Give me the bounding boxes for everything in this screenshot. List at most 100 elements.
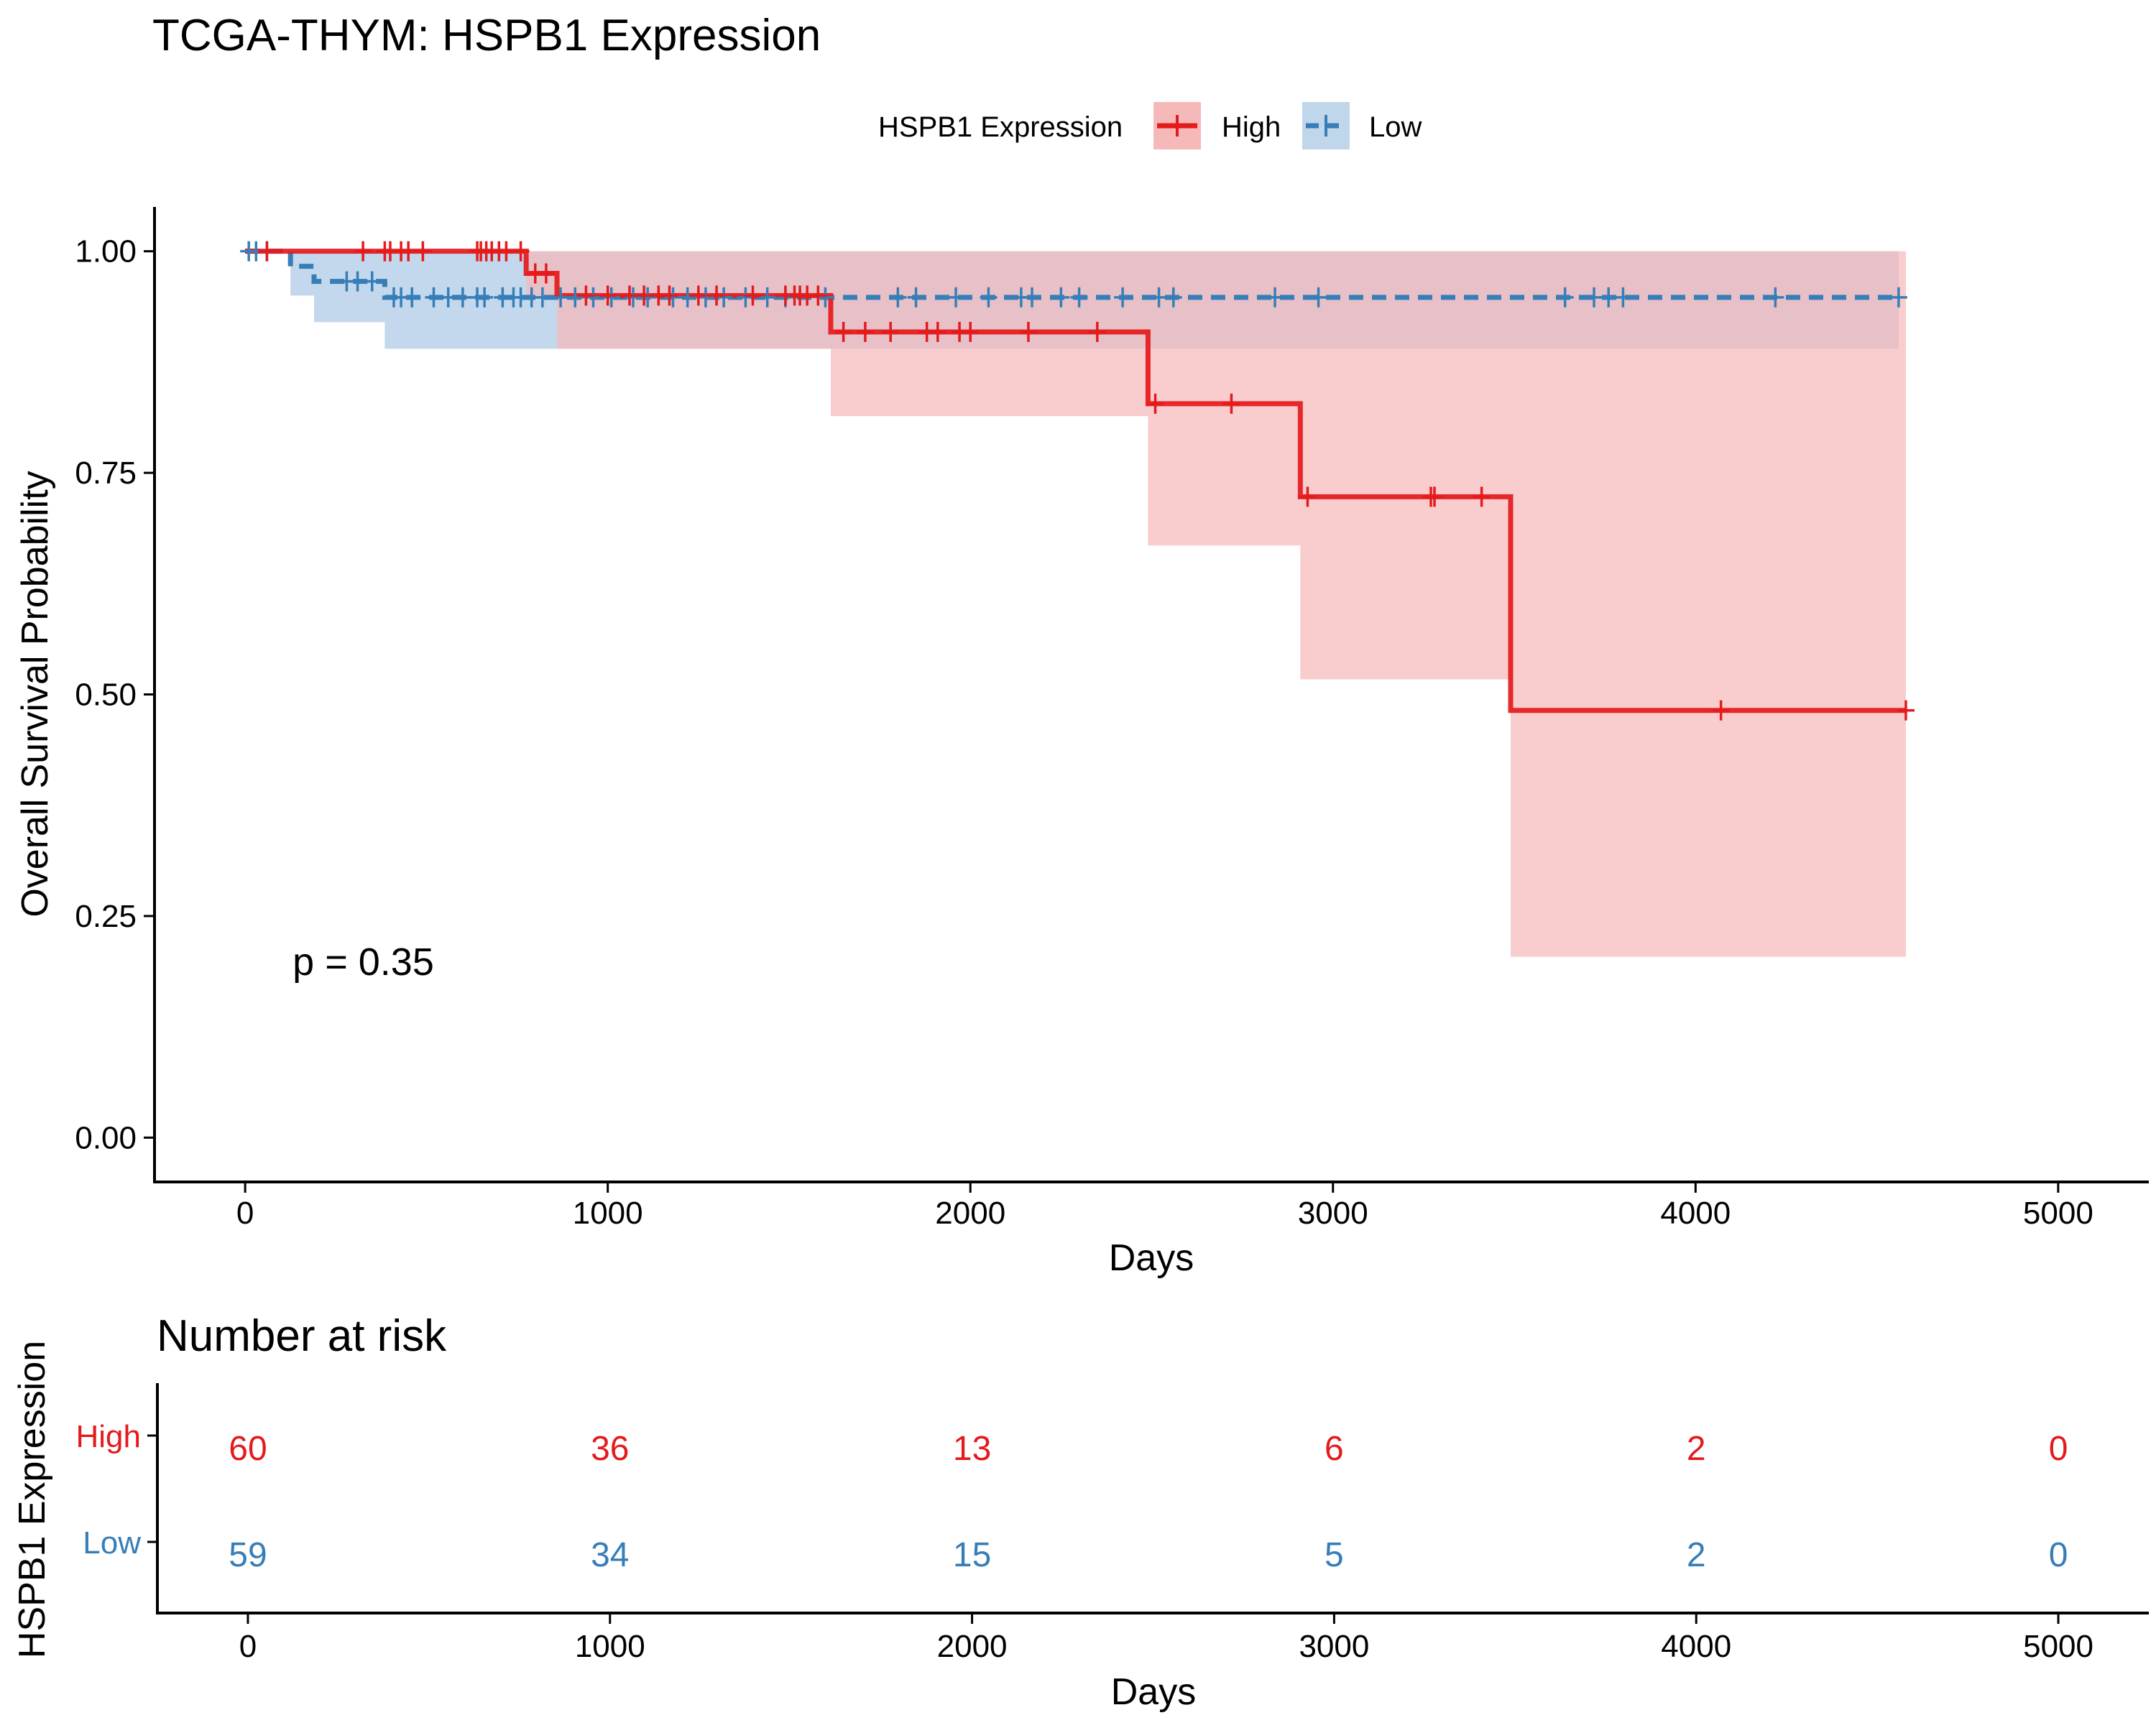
y-tick-label: 0.25	[75, 899, 137, 934]
censor-mark-low	[1766, 287, 1784, 308]
y-tick-label: 0.00	[75, 1120, 137, 1155]
legend-label-low: Low	[1369, 111, 1422, 143]
censor-mark-high	[1299, 486, 1317, 507]
censor-mark-high	[708, 285, 726, 306]
censor-mark-low	[533, 287, 551, 308]
risk-x-tick-label: 0	[239, 1629, 257, 1664]
censor-mark-high	[1473, 486, 1491, 507]
confidence-bands	[290, 251, 1906, 957]
censor-mark-low	[403, 287, 421, 308]
censor-mark-high	[400, 241, 418, 262]
y-axis-ticks: 0.00 0.25 0.50 0.75 1.00	[75, 234, 155, 1155]
y-tick-label: 0.75	[75, 456, 137, 491]
censor-mark-low	[696, 287, 714, 308]
x-axis-title: Days	[1109, 1237, 1194, 1279]
censor-mark-high	[414, 241, 432, 262]
censor-mark-low	[1114, 287, 1132, 308]
x-tick-label: 0	[236, 1196, 254, 1231]
risk-count-high: 36	[591, 1430, 629, 1468]
risk-count-low: 15	[953, 1536, 991, 1574]
censor-mark-low	[349, 271, 367, 292]
censor-mark-low	[1614, 287, 1632, 308]
censor-mark-low	[625, 287, 642, 308]
y-tick-label: 0.50	[75, 678, 137, 713]
censor-mark-low	[1600, 287, 1618, 308]
survival-plot: 0.00 0.25 0.50 0.75 1.00 0 1000 2000 3000 4000 50…	[14, 207, 2149, 1279]
censor-mark-low	[1023, 287, 1041, 308]
x-tick-label: 5000	[2023, 1196, 2093, 1231]
legend-item-high: High	[1153, 102, 1281, 149]
ci-band-low	[314, 251, 385, 323]
censor-marks	[240, 241, 1915, 721]
censor-mark-high	[1426, 486, 1444, 507]
censor-mark-high	[577, 285, 595, 306]
risk-x-tick-label: 3000	[1299, 1629, 1369, 1664]
risk-x-axis-ticks: 0 1000 2000 3000 4000 5000	[239, 1613, 2093, 1664]
y-tick-label: 1.00	[75, 234, 137, 269]
x-tick-label: 1000	[573, 1196, 643, 1231]
risk-count-high: 2	[1687, 1430, 1706, 1468]
censor-mark-low	[602, 287, 620, 308]
censor-mark-high	[962, 321, 980, 342]
censor-mark-low	[907, 287, 925, 308]
censor-mark-low	[1889, 287, 1907, 308]
censor-mark-low	[639, 287, 657, 308]
x-tick-label: 2000	[935, 1196, 1005, 1231]
censor-mark-low	[758, 287, 776, 308]
risk-x-tick-label: 1000	[575, 1629, 645, 1664]
risk-count-high: 0	[2049, 1430, 2068, 1468]
ci-band-high	[1511, 251, 1906, 957]
censor-mark-low	[363, 271, 381, 292]
risk-count-low: 0	[2049, 1536, 2068, 1574]
x-axis-ticks: 0 1000 2000 3000 4000 5000	[236, 1182, 2093, 1231]
censor-mark-high	[882, 321, 900, 342]
censor-mark-high	[1712, 700, 1730, 721]
risk-x-axis-title: Days	[1111, 1671, 1196, 1713]
censor-mark-low	[1556, 287, 1574, 308]
risk-x-tick-label: 5000	[2023, 1629, 2093, 1664]
censor-mark-high	[1222, 393, 1240, 414]
censor-mark-high	[258, 241, 276, 262]
censor-mark-low	[476, 287, 494, 308]
censor-mark-low	[425, 287, 443, 308]
censor-mark-high	[354, 241, 372, 262]
censor-mark-high	[1088, 321, 1106, 342]
censor-mark-high	[620, 285, 638, 306]
risk-count-low: 2	[1687, 1536, 1706, 1574]
risk-count-high: 13	[953, 1430, 991, 1468]
censor-mark-high	[689, 285, 707, 306]
risk-table-rows: High 60 36 13 6 2 0 Low 59 34 15 5 2 0	[76, 1419, 2068, 1574]
censor-mark-high	[1897, 700, 1915, 721]
censor-mark-high	[537, 263, 555, 284]
censor-mark-low	[678, 287, 696, 308]
censor-mark-low	[1052, 287, 1070, 308]
censor-mark-high	[660, 285, 678, 306]
censor-mark-low	[664, 287, 682, 308]
x-tick-label: 4000	[1660, 1196, 1731, 1231]
censor-mark-low	[1070, 287, 1088, 308]
censor-mark-low	[737, 287, 755, 308]
censor-mark-low	[1164, 287, 1182, 308]
censor-mark-low	[1266, 287, 1284, 308]
legend-title: HSPB1 Expression	[878, 111, 1123, 143]
p-value-annotation: p = 0.35	[292, 941, 434, 984]
censor-mark-high	[744, 285, 762, 306]
ci-band-low	[290, 251, 314, 296]
censor-mark-high	[1146, 393, 1164, 414]
censor-mark-low	[584, 287, 602, 308]
censor-mark-high	[635, 285, 653, 306]
censor-mark-low	[1309, 287, 1327, 308]
censor-mark-low	[552, 287, 570, 308]
censor-mark-low	[1585, 287, 1603, 308]
censor-mark-high	[929, 321, 946, 342]
censor-mark-low	[889, 287, 907, 308]
censor-mark-low	[1150, 287, 1168, 308]
legend-label-high: High	[1222, 111, 1281, 143]
risk-count-low: 59	[229, 1536, 267, 1574]
censor-mark-low	[980, 287, 998, 308]
censor-mark-high	[809, 285, 827, 306]
censor-mark-low	[439, 287, 457, 308]
